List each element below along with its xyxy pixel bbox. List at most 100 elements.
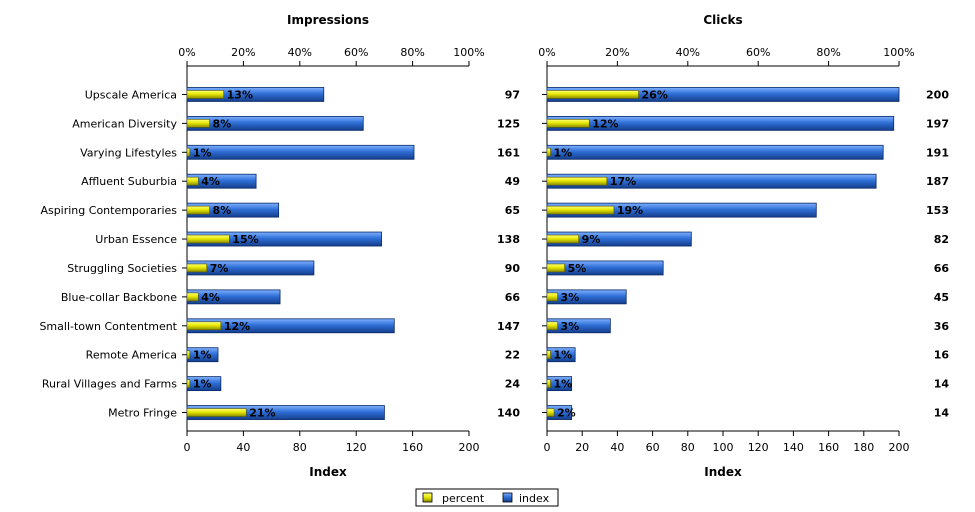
percent-tick-label: 40%	[288, 46, 312, 59]
index-value-label: 24	[505, 378, 521, 391]
index-bar	[546, 144, 884, 160]
percent-bar	[546, 205, 615, 215]
index-value-label: 16	[934, 349, 950, 362]
category-label: Rural Villages and Farms	[42, 378, 177, 391]
percent-tick-label: 20%	[231, 46, 255, 59]
percent-tick-label: 80%	[400, 46, 424, 59]
index-tick-label: 120	[748, 441, 769, 454]
index-value-label: 14	[934, 378, 950, 391]
index-tick-label: 180	[853, 441, 874, 454]
percent-data-label: 5%	[568, 262, 587, 275]
percent-data-label: 9%	[582, 233, 601, 246]
percent-bar	[546, 234, 579, 244]
index-value-label: 36	[934, 320, 950, 333]
category-label: Aspiring Contemporaries	[40, 204, 177, 217]
percent-data-label: 1%	[554, 146, 573, 159]
legend-label-index: index	[519, 492, 550, 505]
index-value-label: 187	[926, 175, 949, 188]
category-label: Urban Essence	[95, 233, 177, 246]
percent-data-label: 4%	[201, 291, 220, 304]
percent-bar	[186, 350, 191, 360]
index-value-label: 82	[934, 233, 949, 246]
category-label: Blue-collar Backbone	[61, 291, 177, 304]
percent-data-label: 8%	[213, 117, 232, 130]
percent-data-label: 4%	[201, 175, 220, 188]
index-value-label: 200	[926, 88, 949, 101]
index-value-label: 65	[505, 204, 520, 217]
percent-bar	[186, 263, 208, 273]
percent-data-label: 8%	[213, 204, 232, 217]
percent-data-label: 3%	[561, 320, 580, 333]
percent-bar	[546, 90, 639, 99]
index-tick-label: 80	[293, 441, 307, 454]
percent-bar	[546, 147, 551, 157]
percent-bar	[546, 350, 551, 360]
percent-data-label: 1%	[554, 378, 573, 391]
percent-data-label: 1%	[193, 349, 212, 362]
index-value-label: 66	[505, 291, 521, 304]
percent-tick-label: 60%	[746, 46, 770, 59]
plot-layer: Upscale America American Diversity Varying…	[39, 46, 949, 454]
percent-tick-label: 20%	[605, 46, 629, 59]
index-tick-label: 200	[459, 441, 480, 454]
category-label: Upscale America	[85, 88, 177, 101]
percent-tick-label: 80%	[816, 46, 840, 59]
percent-bar	[186, 176, 199, 186]
percent-tick-label: 40%	[676, 46, 700, 59]
percent-tick-label: 60%	[344, 46, 368, 59]
index-tick-label: 60	[646, 441, 660, 454]
index-tick-label: 100	[713, 441, 734, 454]
percent-tick-label: 0%	[178, 46, 195, 59]
index-tick-label: 0	[184, 441, 191, 454]
percent-bar	[546, 119, 590, 128]
percent-data-label: 26%	[642, 88, 668, 101]
index-tick-label: 20	[575, 441, 589, 454]
percent-bar	[546, 263, 565, 273]
index-value-label: 147	[497, 320, 520, 333]
index-value-label: 97	[505, 88, 520, 101]
percent-tick-label: 100%	[453, 46, 484, 59]
index-tick-label: 120	[346, 441, 367, 454]
percent-data-label: 3%	[561, 291, 580, 304]
percent-data-label: 21%	[249, 407, 275, 420]
index-value-label: 22	[505, 349, 520, 362]
percent-bar	[546, 408, 555, 417]
category-label: American Diversity	[72, 117, 177, 130]
percent-data-label: 1%	[554, 349, 573, 362]
category-label: Remote America	[86, 349, 177, 362]
percent-bar	[186, 147, 191, 157]
percent-bar	[186, 292, 199, 302]
legend: percent index	[415, 488, 559, 507]
index-tick-label: 80	[681, 441, 695, 454]
index-bar	[546, 289, 627, 305]
index-tick-label: 40	[236, 441, 250, 454]
percent-bar	[186, 379, 191, 388]
percent-tick-label: 0%	[538, 46, 555, 59]
index-tick-label: 160	[402, 441, 423, 454]
legend-frame	[415, 488, 559, 507]
percent-bar	[546, 321, 558, 331]
category-label: Affluent Suburbia	[81, 175, 177, 188]
percent-data-label: 2%	[557, 407, 576, 420]
index-value-label: 66	[934, 262, 950, 275]
index-value-label: 14	[934, 407, 950, 420]
category-label: Small-town Contentment	[39, 320, 177, 333]
percent-data-label: 12%	[224, 320, 250, 333]
index-bar	[186, 144, 415, 160]
index-tick-label: 160	[818, 441, 839, 454]
legend-swatch-index	[502, 492, 513, 503]
index-value-label: 125	[497, 117, 520, 130]
legend-swatch-percent	[422, 492, 433, 503]
percent-bar	[186, 205, 210, 215]
index-value-label: 138	[497, 233, 520, 246]
category-label: Metro Fringe	[108, 407, 177, 420]
percent-bar	[186, 321, 222, 331]
percent-bar	[186, 90, 224, 99]
percent-data-label: 7%	[210, 262, 229, 275]
x-axis-title-impressions: Index	[309, 465, 347, 479]
index-tick-label: 200	[889, 441, 910, 454]
percent-bar	[186, 408, 247, 417]
index-tick-label: 40	[610, 441, 624, 454]
percent-data-label: 17%	[610, 175, 636, 188]
category-label: Struggling Societies	[67, 262, 177, 275]
